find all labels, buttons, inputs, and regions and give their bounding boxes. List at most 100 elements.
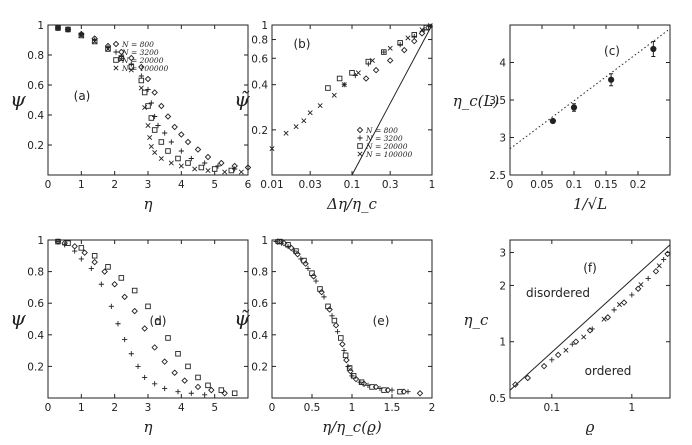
legend-entry: N = 20000 — [365, 142, 408, 151]
data-point-plus — [397, 42, 403, 48]
data-point-square — [165, 148, 171, 154]
data-point-cross — [419, 27, 425, 33]
data-point-plus — [321, 294, 327, 300]
data-point-plus — [115, 321, 121, 327]
data-point-plus — [178, 148, 184, 154]
data-point-diamond — [604, 314, 611, 321]
data-point-square — [105, 264, 111, 270]
data-point-square — [397, 388, 403, 395]
data-point-square — [65, 240, 71, 246]
data-point-diamond — [302, 260, 309, 267]
fit-line — [509, 28, 671, 150]
x-axis-label: η/η_c(ϱ) — [322, 418, 382, 436]
reference-line — [351, 24, 433, 176]
data-point-square — [346, 365, 353, 371]
x-tick-label: 2 — [111, 179, 118, 191]
data-point-square — [349, 70, 355, 76]
data-point-cross — [222, 169, 228, 175]
data-point-square — [131, 287, 138, 294]
data-point-cross — [405, 35, 411, 41]
data-point-filled-circle — [650, 45, 657, 53]
x-tick-label: 5 — [211, 402, 218, 414]
data-point-cross — [616, 302, 622, 308]
data-point-diamond — [664, 250, 671, 258]
data-point-plus — [202, 392, 208, 398]
legend-marker-cross — [113, 65, 119, 71]
legend-entry: N = 800 — [121, 40, 154, 49]
panel-c: 0 0.05 0.1 0.15 0.2 2.5 3 3.5 4 1/√L η_c(L) (c) — [453, 24, 671, 213]
x-tick-label: 0 — [507, 179, 514, 191]
data-point-diamond — [71, 243, 78, 250]
data-point-square — [211, 166, 218, 172]
data-point-plus — [381, 49, 387, 55]
data-point-plus — [142, 374, 148, 381]
data-point-plus — [152, 113, 158, 120]
data-point-plus — [128, 351, 134, 357]
x-axis-label: η — [144, 195, 153, 213]
data-point-square — [118, 55, 125, 61]
data-point-diamond — [326, 306, 333, 313]
y-tick-label: 0.6 — [251, 298, 268, 310]
data-point-cross — [158, 155, 164, 162]
data-point-plus — [335, 329, 341, 335]
data-point-diamond — [171, 123, 178, 131]
data-point-cross — [601, 316, 607, 322]
data-point-square — [105, 46, 111, 52]
data-point-square — [78, 32, 85, 39]
data-point-plus — [329, 313, 335, 319]
data-point-square — [185, 363, 191, 370]
data-point-filled-circle — [608, 76, 615, 83]
data-point-cross — [341, 82, 347, 88]
x-tick-label: 0 — [269, 402, 276, 414]
data-point-diamond — [572, 338, 580, 345]
y-tick-label: 2.5 — [489, 170, 506, 182]
data-point-diamond — [310, 273, 317, 280]
x-tick-label: 4 — [178, 179, 185, 191]
data-point-diamond — [204, 153, 212, 161]
legend-entry: N = 20000 — [121, 56, 164, 65]
data-point-diamond — [244, 164, 252, 171]
y-tick-label: 0.6 — [27, 298, 44, 310]
data-point-diamond — [372, 66, 380, 74]
data-point-plus — [78, 256, 84, 262]
y-tick-label: 3 — [499, 248, 506, 260]
x-tick-label: 1 — [78, 402, 85, 414]
data-point-diamond — [418, 30, 426, 37]
data-point-filled-circle — [570, 104, 578, 111]
data-point-square — [309, 270, 315, 276]
x-tick-label: 0 — [45, 402, 52, 414]
data-point-plus — [55, 238, 61, 245]
x-tick-label: 0.15 — [594, 179, 617, 191]
data-point-plus — [128, 61, 134, 67]
legend-entry: N = 800 — [365, 126, 398, 135]
x-tick-label: 1 — [78, 179, 85, 191]
data-point-diamond — [208, 386, 215, 394]
data-point-diamond — [221, 390, 228, 397]
data-point-square — [158, 139, 165, 145]
y-tick-label: 1 — [261, 20, 268, 32]
data-point-cross — [178, 163, 184, 169]
data-point-plus — [88, 265, 94, 272]
data-point-plus — [291, 248, 297, 254]
data-point-square — [397, 40, 403, 46]
y-tick-label: 4 — [499, 58, 506, 70]
data-point-cross — [656, 263, 662, 269]
x-tick-label: 2 — [111, 402, 118, 414]
x-tick-label: 0.05 — [530, 179, 553, 191]
data-point-square — [228, 167, 235, 174]
data-point-plus — [352, 72, 358, 79]
data-point-plus — [188, 155, 194, 162]
data-point-cross — [331, 92, 337, 98]
data-point-plus — [108, 303, 114, 309]
x-tick-label: 2 — [429, 402, 436, 414]
data-point-diamond — [540, 362, 548, 370]
x-tick-label: 6 — [245, 179, 252, 191]
data-point-square — [205, 382, 211, 389]
y-tick-label: 1 — [499, 337, 506, 349]
data-point-plus — [138, 73, 144, 79]
legend-marker-plus — [113, 49, 119, 55]
panel-d: 0 1 2 3 4 5 0.2 0.4 0.6 0.8 1 η ψ (d) — [10, 235, 249, 436]
data-point-cross — [65, 26, 71, 33]
y-tick-label: 1 — [37, 20, 44, 32]
x-tick-label: 0.1 — [344, 179, 361, 191]
